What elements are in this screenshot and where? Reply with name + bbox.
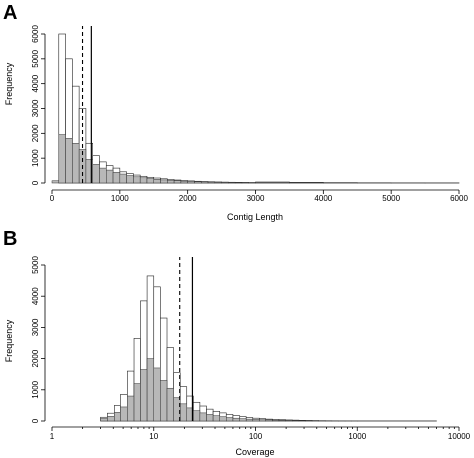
panel-b-gray-bar: [100, 418, 108, 422]
panel-b-y-tick-label: 5000: [31, 256, 40, 274]
panel-a-gray-bar: [153, 179, 161, 184]
panel-a-x-tick-label: 4000: [314, 194, 332, 203]
panel-a-gray-bar: [139, 177, 148, 184]
panel-b-x-axis-title: Coverage: [235, 447, 274, 457]
panel-a-x-tick-label: 3000: [247, 194, 265, 203]
panel-b-gray-bar: [199, 412, 207, 422]
panel-b-label: B: [3, 228, 17, 250]
panel-b-gray-bar: [212, 415, 220, 422]
panel-b-gray-bar: [179, 403, 187, 422]
panel-b-gray-bar: [278, 420, 286, 422]
panel-a-series-open: [58, 33, 460, 184]
panel-a-gray-bar: [214, 181, 222, 184]
panel-a-gray-bar: [221, 182, 229, 184]
panel-b-gray-bar: [259, 419, 266, 422]
panel-a-gray-bar: [106, 169, 114, 184]
panel-b-gray-bar: [140, 369, 148, 422]
panel-a-y-tick-label: 1000: [31, 149, 40, 167]
panel-b-gray-bar: [226, 417, 234, 422]
panel-a-x-tick-label: 6000: [450, 194, 468, 203]
panel-a-gray-bar: [119, 173, 127, 184]
panel-b-y-tick-label: 0: [31, 418, 40, 423]
panel-a: A Frequency Contig Length 0 1000 2000 3000 4…: [3, 2, 468, 222]
panel-b-gray-bar: [120, 406, 128, 422]
panel-a-y-tick-label: 0: [31, 180, 40, 185]
panel-a-gray-bar: [126, 175, 134, 184]
panel-b-y-tick-label: 3000: [31, 318, 40, 336]
panel-b-x-tick-label: 10000: [448, 432, 471, 441]
panel-a-gray-bar: [146, 178, 155, 184]
panel-a-gray-bar: [72, 143, 80, 184]
panel-a-gray-bar: [65, 138, 73, 184]
panel-a-gray-bar: [228, 182, 236, 184]
panel-b-gray-bar: [127, 395, 135, 422]
panel-b: B Frequency Coverage 1 10 100 1000 10000 0 100…: [3, 228, 471, 457]
panel-b-gray-bar: [232, 417, 240, 422]
panel-a-y-tick-label: 6000: [31, 25, 40, 43]
panel-a-y-tick-label: 2000: [31, 124, 40, 142]
panel-b-gray-bar: [206, 414, 214, 422]
panel-a-label: A: [3, 2, 17, 24]
panel-a-x-tick-label: 5000: [382, 194, 400, 203]
panel-b-x-tick-label: 10: [149, 432, 158, 441]
panel-b-gray-bar: [252, 419, 260, 422]
panel-a-series-gray: [51, 134, 460, 184]
panel-a-gray-bar: [187, 181, 195, 184]
panel-a-x-axis-title: Contig Length: [227, 212, 283, 222]
panel-b-gray-bar: [166, 387, 174, 422]
panel-b-gray-bar: [219, 416, 227, 422]
panel-a-gray-bar: [167, 180, 175, 184]
panel-b-y-tick-label: 4000: [31, 287, 40, 305]
panel-a-gray-bar: [99, 167, 107, 184]
panel-a-gray-bar: [133, 176, 141, 184]
panel-b-gray-bar: [153, 367, 161, 422]
panel-b-gray-bar: [146, 358, 154, 422]
panel-a-gray-bar: [92, 164, 100, 184]
panel-b-y-axis-title: Frequency: [4, 319, 14, 362]
panel-a-y-axis-title: Frequency: [4, 62, 14, 105]
panel-a-y-tick-label: 5000: [31, 49, 40, 67]
panel-b-gray-bar: [114, 412, 121, 422]
panel-a-x-tick-label: 2000: [179, 194, 197, 203]
panel-a-gray-bar: [160, 179, 168, 184]
panel-b-plot: 1 10 100 1000 10000 0 1000 2000 3000 4000 5000: [31, 256, 471, 441]
panel-a-y-tick-label: 4000: [31, 74, 40, 92]
panel-a-gray-bar: [173, 180, 182, 184]
panel-b-gray-bar: [265, 419, 273, 422]
panel-a-gray-bar: [255, 182, 290, 184]
panel-b-series-gray: [100, 358, 437, 422]
panel-b-gray-bar: [272, 419, 280, 422]
panel-b-gray-bar: [239, 418, 247, 422]
panel-a-x-tick-label: 0: [50, 194, 55, 203]
panel-b-gray-bar: [193, 410, 201, 422]
panel-a-gray-bar: [207, 181, 216, 184]
panel-b-x-tick-label: 1000: [348, 432, 366, 441]
panel-b-gray-bar: [285, 420, 293, 422]
panel-a-plot: 0 1000 2000 3000 4000 5000 6000 0 1000 2000 3000 40…: [31, 25, 468, 203]
panel-a-gray-bar: [194, 181, 202, 184]
panel-a-x-tick-label: 1000: [111, 194, 129, 203]
panel-a-y-tick-label: 3000: [31, 99, 40, 117]
panel-b-x-tick-label: 100: [249, 432, 263, 441]
panel-a-gray-bar: [200, 181, 209, 184]
panel-b-y-tick-label: 1000: [31, 380, 40, 398]
panel-a-gray-bar: [112, 172, 121, 184]
panel-b-x-tick-label: 1: [50, 432, 55, 441]
panel-b-y-tick-label: 2000: [31, 349, 40, 367]
panel-b-gray-bar: [133, 383, 141, 422]
panel-b-gray-bar: [245, 418, 254, 422]
panel-a-gray-bar: [58, 134, 66, 184]
panel-b-gray-bar: [160, 380, 168, 422]
panel-a-gray-bar: [180, 180, 188, 184]
panel-a-gray-bar: [51, 180, 60, 184]
panel-b-gray-bar: [107, 416, 115, 422]
